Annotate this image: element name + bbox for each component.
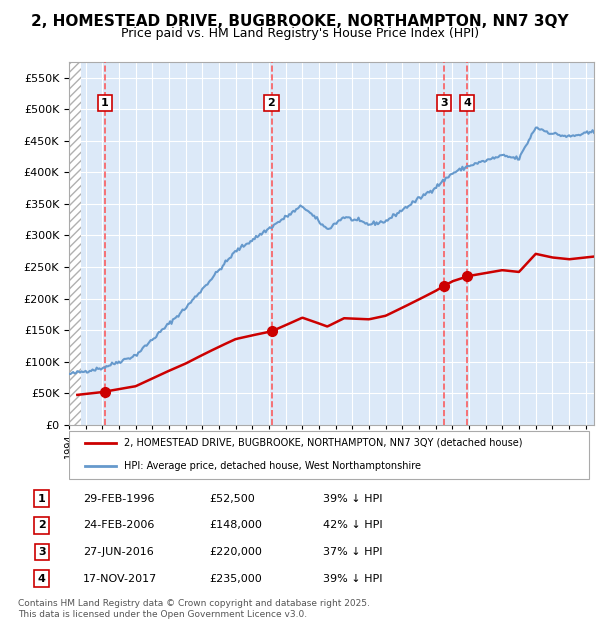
Text: Price paid vs. HM Land Registry's House Price Index (HPI): Price paid vs. HM Land Registry's House …	[121, 27, 479, 40]
Text: 2, HOMESTEAD DRIVE, BUGBROOKE, NORTHAMPTON, NN7 3QY (detached house): 2, HOMESTEAD DRIVE, BUGBROOKE, NORTHAMPT…	[124, 438, 523, 448]
Text: 3: 3	[440, 98, 448, 108]
Text: £52,500: £52,500	[210, 494, 256, 504]
Text: 42% ↓ HPI: 42% ↓ HPI	[323, 520, 382, 531]
Text: Contains HM Land Registry data © Crown copyright and database right 2025.
This d: Contains HM Land Registry data © Crown c…	[18, 600, 370, 619]
Text: 2: 2	[38, 520, 46, 531]
Text: 1: 1	[101, 98, 109, 108]
Text: 4: 4	[463, 98, 471, 108]
Text: 27-JUN-2016: 27-JUN-2016	[83, 547, 154, 557]
Bar	[69, 62, 81, 425]
Text: 2: 2	[268, 98, 275, 108]
Text: 2, HOMESTEAD DRIVE, BUGBROOKE, NORTHAMPTON, NN7 3QY: 2, HOMESTEAD DRIVE, BUGBROOKE, NORTHAMPT…	[31, 14, 569, 29]
Text: 3: 3	[38, 547, 46, 557]
Text: HPI: Average price, detached house, West Northamptonshire: HPI: Average price, detached house, West…	[124, 461, 421, 471]
Text: 24-FEB-2006: 24-FEB-2006	[83, 520, 154, 531]
Text: 29-FEB-1996: 29-FEB-1996	[83, 494, 154, 504]
Text: 39% ↓ HPI: 39% ↓ HPI	[323, 494, 382, 504]
Text: 4: 4	[38, 574, 46, 584]
Text: £235,000: £235,000	[210, 574, 263, 584]
Text: 17-NOV-2017: 17-NOV-2017	[83, 574, 157, 584]
Text: £148,000: £148,000	[210, 520, 263, 531]
Text: 37% ↓ HPI: 37% ↓ HPI	[323, 547, 382, 557]
FancyBboxPatch shape	[69, 431, 589, 479]
Text: £220,000: £220,000	[210, 547, 263, 557]
Text: 1: 1	[38, 494, 46, 504]
Text: 39% ↓ HPI: 39% ↓ HPI	[323, 574, 382, 584]
